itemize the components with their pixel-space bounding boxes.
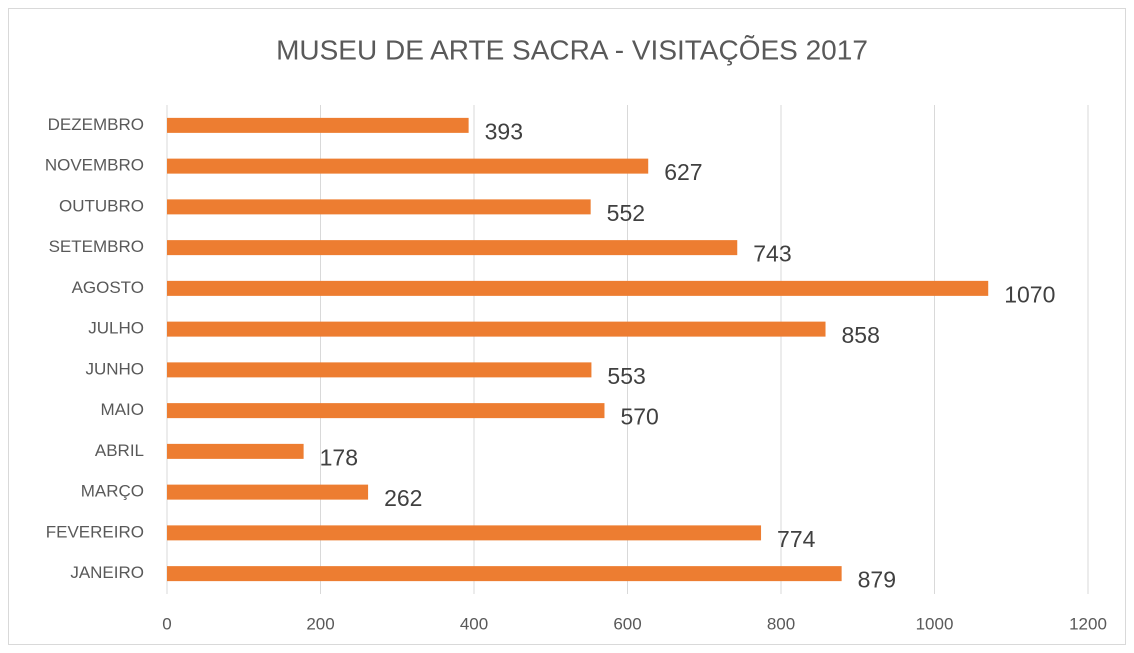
chart-title: MUSEU DE ARTE SACRA - VISITAÇÕES 2017 <box>276 34 868 65</box>
y-tick-label: MAIO <box>101 400 144 419</box>
x-tick-label: 0 <box>162 614 171 633</box>
y-tick-label: OUTUBRO <box>59 196 144 215</box>
y-tick-label: ABRIL <box>95 441 144 460</box>
bar <box>167 566 842 582</box>
data-label: 178 <box>320 444 358 470</box>
x-tick-label: 600 <box>613 614 641 633</box>
data-label: 627 <box>664 159 702 185</box>
x-tick-label: 400 <box>460 614 488 633</box>
y-tick-label: AGOSTO <box>72 278 144 297</box>
data-label: 553 <box>607 363 645 389</box>
y-tick-label: JUNHO <box>85 359 144 378</box>
bar <box>167 117 469 133</box>
x-tick-label: 1200 <box>1069 614 1107 633</box>
bar <box>167 321 826 337</box>
data-label: 1070 <box>1004 281 1055 307</box>
bar <box>167 158 649 174</box>
data-label: 262 <box>384 485 422 511</box>
x-tick-label: 200 <box>306 614 334 633</box>
y-tick-label: MARÇO <box>81 482 144 501</box>
data-label: 858 <box>842 322 880 348</box>
y-tick-label: FEVEREIRO <box>46 522 144 541</box>
data-label: 393 <box>485 118 523 144</box>
bar <box>167 240 738 256</box>
y-tick-label: DEZEMBRO <box>48 115 144 134</box>
x-tick-label: 1000 <box>916 614 954 633</box>
bar <box>167 199 591 215</box>
data-label: 552 <box>607 200 645 226</box>
bar <box>167 280 989 296</box>
data-label: 774 <box>777 526 816 552</box>
bar <box>167 484 369 500</box>
data-label: 879 <box>858 567 896 593</box>
y-tick-label: SETEMBRO <box>49 237 144 256</box>
bar <box>167 403 605 419</box>
bar <box>167 525 762 541</box>
y-tick-label: JANEIRO <box>70 563 144 582</box>
y-tick-label: JULHO <box>88 319 144 338</box>
bar <box>167 443 304 459</box>
bar <box>167 362 592 378</box>
y-tick-label: NOVEMBRO <box>45 156 144 175</box>
data-label: 743 <box>753 241 791 267</box>
data-label: 570 <box>620 404 658 430</box>
x-tick-label: 800 <box>767 614 795 633</box>
